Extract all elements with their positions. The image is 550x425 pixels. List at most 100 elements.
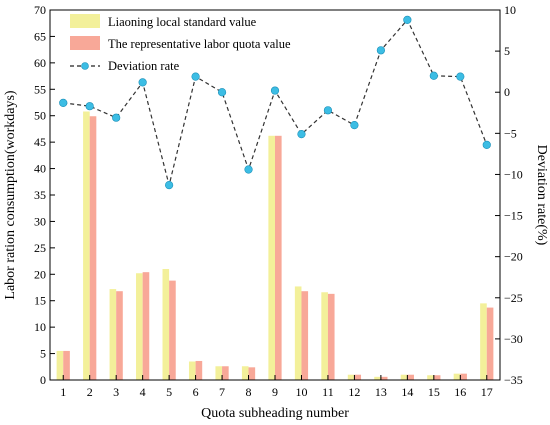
legend-label-representative: The representative labor quota value bbox=[108, 37, 291, 51]
deviation-line-series bbox=[59, 15, 491, 190]
x-tick-label: 15 bbox=[428, 385, 440, 399]
deviation-point-1 bbox=[59, 98, 68, 108]
y2-tick-label: −10 bbox=[504, 167, 523, 181]
deviation-point-11 bbox=[323, 106, 333, 115]
x-tick-label: 7 bbox=[219, 385, 225, 399]
y-tick-label: 15 bbox=[34, 294, 46, 308]
y2-axis-title: Deviation rate(%) bbox=[534, 145, 549, 246]
y-tick-label: 40 bbox=[34, 162, 46, 176]
y2-tick-label: −35 bbox=[504, 373, 523, 387]
bar-representative-7 bbox=[222, 366, 229, 380]
deviation-point-3 bbox=[112, 113, 121, 122]
bar-liaoning-6 bbox=[188, 361, 196, 380]
x-tick-label: 2 bbox=[87, 385, 93, 399]
y-tick-label: 70 bbox=[34, 3, 46, 17]
y2-tick-label: 0 bbox=[504, 85, 510, 99]
bar-representative-11 bbox=[327, 293, 335, 380]
deviation-point-9 bbox=[270, 86, 280, 95]
bar-liaoning-8 bbox=[241, 366, 249, 380]
y-tick-label: 55 bbox=[34, 82, 46, 96]
bar-liaoning-5 bbox=[162, 269, 170, 380]
x-tick-label: 5 bbox=[166, 385, 172, 399]
legend: Liaoning local standard value The repres… bbox=[70, 14, 291, 73]
bar-representative-4 bbox=[142, 272, 150, 380]
y-axis-title: Labor ration consumption(workdays) bbox=[3, 90, 18, 300]
bar-liaoning-9 bbox=[268, 135, 275, 380]
x-tick-label: 11 bbox=[322, 385, 334, 399]
x-tick-label: 12 bbox=[348, 385, 360, 399]
x-tick-label: 14 bbox=[401, 385, 413, 399]
legend-label-liaoning: Liaoning local standard value bbox=[108, 15, 257, 29]
bar-liaoning-14 bbox=[400, 374, 408, 380]
deviation-point-15 bbox=[429, 71, 438, 80]
y-tick-label: 20 bbox=[34, 267, 46, 281]
y-tick-label: 60 bbox=[34, 56, 46, 70]
x-tick-label: 6 bbox=[193, 385, 199, 399]
bar-representative-8 bbox=[248, 367, 256, 380]
legend-label-deviation: Deviation rate bbox=[108, 59, 180, 73]
bar-representative-12 bbox=[354, 374, 362, 380]
bar-representative-3 bbox=[116, 291, 123, 380]
deviation-point-16 bbox=[456, 72, 465, 81]
x-tick-label: 10 bbox=[295, 385, 307, 399]
legend-swatch-representative bbox=[70, 36, 100, 50]
y2-tick-label: −20 bbox=[504, 250, 523, 264]
deviation-point-6 bbox=[191, 72, 200, 81]
y-tick-label: 25 bbox=[34, 241, 46, 255]
bar-liaoning-10 bbox=[294, 286, 302, 380]
y2-tick-label: −5 bbox=[504, 126, 517, 140]
deviation-point-4 bbox=[138, 78, 147, 87]
y-tick-label: 10 bbox=[34, 320, 46, 334]
bar-liaoning-1 bbox=[56, 350, 64, 380]
y-tick-label: 50 bbox=[34, 109, 46, 123]
bar-representative-6 bbox=[195, 360, 203, 380]
bar-liaoning-7 bbox=[215, 366, 223, 380]
x-tick-label: 9 bbox=[272, 385, 278, 399]
bar-liaoning-13 bbox=[374, 376, 381, 380]
y-tick-label: 65 bbox=[34, 29, 46, 43]
x-tick-label: 13 bbox=[375, 385, 387, 399]
deviation-point-10 bbox=[297, 130, 306, 139]
bar-representative-2 bbox=[89, 116, 97, 380]
axis-ticks: 0510152025303540455055606570−35−30−25−20… bbox=[34, 3, 523, 399]
bar-liaoning-3 bbox=[109, 289, 117, 380]
x-tick-label: 3 bbox=[113, 385, 119, 399]
bar-liaoning-11 bbox=[321, 292, 328, 380]
deviation-point-7 bbox=[217, 88, 227, 97]
deviation-point-5 bbox=[165, 181, 174, 190]
x-tick-label: 8 bbox=[246, 385, 252, 399]
bar-liaoning-17 bbox=[480, 303, 487, 380]
bar-representative-1 bbox=[63, 350, 70, 380]
y-tick-label: 5 bbox=[40, 347, 46, 361]
y2-tick-label: 10 bbox=[504, 3, 516, 17]
bar-representative-5 bbox=[169, 280, 176, 380]
bar-liaoning-4 bbox=[136, 273, 143, 380]
deviation-point-2 bbox=[85, 102, 94, 111]
deviation-point-8 bbox=[244, 165, 253, 174]
y-tick-label: 30 bbox=[34, 214, 46, 228]
deviation-point-17 bbox=[482, 140, 491, 149]
legend-marker-deviation bbox=[81, 62, 89, 70]
y-tick-label: 35 bbox=[34, 188, 46, 202]
bar-series-representative bbox=[63, 116, 494, 380]
bar-representative-13 bbox=[380, 376, 388, 380]
x-tick-label: 1 bbox=[60, 385, 66, 399]
bar-representative-15 bbox=[433, 375, 441, 380]
y2-tick-label: −25 bbox=[504, 291, 523, 305]
bar-representative-9 bbox=[275, 135, 282, 380]
x-axis-title: Quota subheading number bbox=[201, 406, 349, 421]
legend-swatch-liaoning bbox=[70, 14, 100, 28]
bar-series-liaoning bbox=[56, 111, 487, 380]
bar-representative-10 bbox=[301, 291, 309, 380]
y-tick-label: 0 bbox=[40, 373, 46, 387]
bar-liaoning-15 bbox=[427, 375, 434, 380]
deviation-point-13 bbox=[376, 46, 385, 55]
bar-representative-16 bbox=[460, 373, 467, 380]
deviation-point-14 bbox=[403, 15, 412, 24]
bar-liaoning-12 bbox=[347, 374, 355, 380]
bar-representative-14 bbox=[407, 374, 414, 380]
y2-tick-label: −30 bbox=[504, 332, 523, 346]
bar-liaoning-16 bbox=[453, 373, 461, 380]
y2-tick-label: 5 bbox=[504, 44, 510, 58]
